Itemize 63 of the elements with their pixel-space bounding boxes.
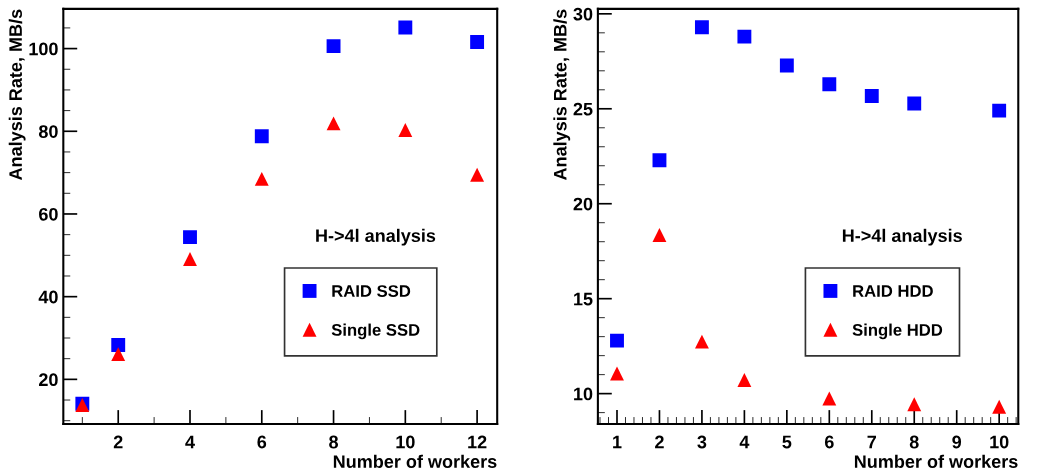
- point: [907, 397, 922, 412]
- x-tick-label: 2: [655, 435, 664, 449]
- annotation: H->4l analysis: [316, 228, 436, 246]
- point: [326, 116, 341, 131]
- x-tick-label: 6: [257, 435, 267, 449]
- y-tick-label: 80: [38, 125, 58, 138]
- x-tick-label: 8: [329, 435, 339, 449]
- point: [254, 129, 269, 144]
- x-tick-label: 4: [185, 435, 195, 449]
- point: [652, 153, 667, 168]
- y-tick-label: 60: [39, 207, 58, 221]
- x-tick-label: 7: [867, 435, 877, 449]
- point: [111, 347, 126, 362]
- x-tick-label: 9: [952, 435, 962, 449]
- y-tick-label: 20: [573, 197, 593, 211]
- x-axis-title: Number of workers: [854, 454, 1018, 468]
- legend-label: Single SSD: [331, 323, 420, 340]
- point: [737, 29, 752, 44]
- y-tick-label: 20: [39, 373, 58, 387]
- point: [398, 123, 413, 137]
- y-axis-title: Analysis Rate, MB/s: [553, 9, 571, 181]
- y-tick-label: 40: [38, 290, 58, 304]
- x-tick-label: 6: [824, 435, 834, 449]
- y-tick-label: 10: [574, 387, 593, 401]
- x-tick-label: 10: [990, 435, 1009, 449]
- x-tick-label: 8: [909, 435, 919, 449]
- point: [111, 338, 126, 352]
- x-tick-label: 1: [613, 435, 622, 449]
- point: [864, 89, 879, 103]
- legend-label: RAID SSD: [332, 285, 411, 297]
- point: [822, 77, 837, 92]
- x-tick-label: 12: [468, 435, 487, 449]
- x-tick-label: 5: [782, 435, 792, 449]
- point: [326, 39, 341, 54]
- point: [254, 171, 269, 186]
- point: [907, 96, 922, 111]
- point: [652, 228, 667, 242]
- y-tick-label: 30: [573, 7, 593, 21]
- point: [398, 20, 413, 35]
- x-axis-title: Number of workers: [333, 454, 497, 468]
- y-tick-label: 100: [29, 42, 58, 56]
- y-axis-title: Analysis Rate, MB/s: [8, 9, 26, 181]
- annotation: H->4l analysis: [842, 228, 962, 246]
- y-tick-label: 15: [574, 292, 593, 306]
- point: [694, 334, 709, 349]
- x-tick-label: 4: [739, 435, 750, 449]
- point: [737, 373, 752, 387]
- x-tick-label: 10: [396, 435, 415, 449]
- point: [183, 230, 197, 245]
- point: [992, 103, 1007, 118]
- x-tick-label: 3: [697, 435, 707, 449]
- point: [822, 391, 837, 406]
- x-tick-label: 2: [113, 435, 123, 449]
- point: [183, 252, 197, 266]
- point: [470, 167, 485, 182]
- point: [992, 399, 1007, 414]
- point: [694, 20, 709, 35]
- point: [610, 333, 624, 348]
- legend-label: Single HDD: [852, 323, 943, 340]
- point: [779, 58, 794, 73]
- legend-label: RAID HDD: [853, 285, 933, 297]
- point: [470, 35, 485, 49]
- y-tick-label: 25: [573, 102, 593, 116]
